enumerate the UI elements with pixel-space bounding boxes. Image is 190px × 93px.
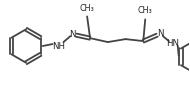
Text: HN: HN: [166, 39, 179, 48]
Text: N: N: [69, 30, 76, 39]
Text: NH: NH: [52, 41, 65, 50]
Text: CH₃: CH₃: [138, 7, 153, 15]
Text: N: N: [157, 29, 163, 38]
Text: CH₃: CH₃: [80, 4, 94, 13]
